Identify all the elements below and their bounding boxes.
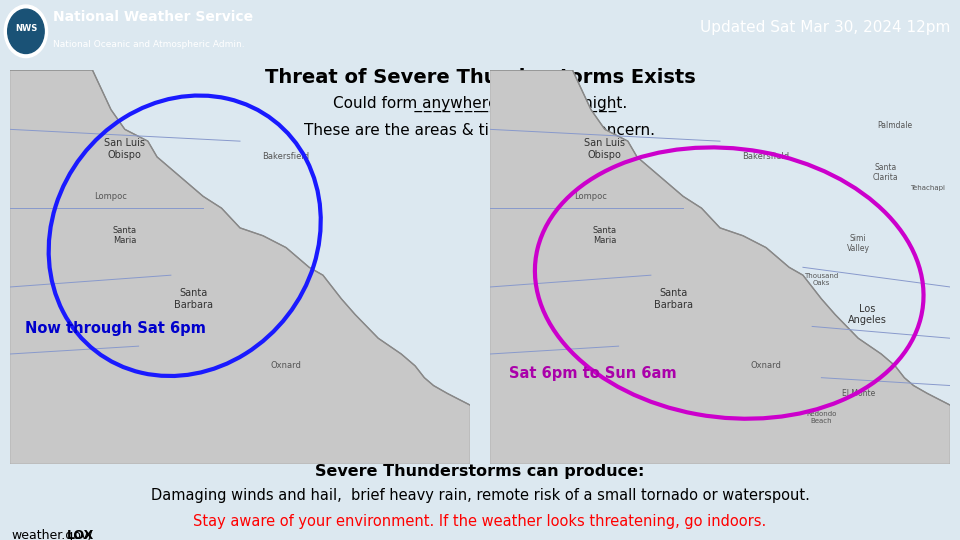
Text: Los
Angeles: Los Angeles: [848, 304, 887, 326]
Text: Oxnard: Oxnard: [271, 361, 301, 370]
Circle shape: [5, 5, 48, 58]
Text: National Oceanic and Atmospheric Admin.: National Oceanic and Atmospheric Admin.: [53, 40, 245, 49]
Text: Santa
Clarita: Santa Clarita: [873, 163, 899, 183]
Text: Santa
Barbara: Santa Barbara: [175, 288, 213, 309]
Text: Santa
Maria: Santa Maria: [592, 226, 617, 246]
Text: Could form ̲a̲n̲y̲w̲h̲e̲r̲e̲ ̲t̲h̲r̲o̲u̲g̲h̲ ̲t̲o̲n̲i̲g̲h̲t.: Could form ̲a̲n̲y̲w̲h̲e̲r̲e̲ ̲t̲h̲r̲o̲u̲…: [333, 96, 627, 112]
Polygon shape: [10, 70, 470, 464]
Text: Severe Thunderstorms can produce:: Severe Thunderstorms can produce:: [315, 464, 645, 478]
Text: Sat 6pm to Sun 6am: Sat 6pm to Sun 6am: [509, 367, 677, 381]
Text: NWS: NWS: [14, 24, 37, 33]
Text: San Luis
Obispo: San Luis Obispo: [105, 138, 145, 160]
Text: Lompoc: Lompoc: [94, 192, 128, 201]
Text: El Monte: El Monte: [842, 389, 875, 398]
Circle shape: [8, 9, 44, 53]
Text: LOX: LOX: [67, 529, 94, 540]
Text: Updated Sat Mar 30, 2024 12pm: Updated Sat Mar 30, 2024 12pm: [700, 21, 950, 36]
Text: weather.gov/: weather.gov/: [12, 529, 93, 540]
Text: Redondo
Beach: Redondo Beach: [806, 410, 836, 423]
Text: Stay aware of your environment. If the weather looks threatening, go indoors.: Stay aware of your environment. If the w…: [193, 514, 767, 529]
Text: Damaging winds and hail,  brief heavy rain, remote risk of a small tornado or wa: Damaging winds and hail, brief heavy rai…: [151, 488, 809, 503]
Text: Bakersfield: Bakersfield: [742, 152, 790, 161]
Text: Simi
Valley: Simi Valley: [847, 234, 870, 253]
Text: Now through Sat 6pm: Now through Sat 6pm: [25, 321, 205, 335]
Text: Threat of Severe Thunderstorms Exists: Threat of Severe Thunderstorms Exists: [265, 68, 695, 86]
Text: Tehachapi: Tehachapi: [910, 185, 945, 192]
Text: San Luis
Obispo: San Luis Obispo: [585, 138, 625, 160]
Text: Thousand
Oaks: Thousand Oaks: [804, 273, 838, 286]
Text: Lompoc: Lompoc: [574, 192, 608, 201]
Text: These are the areas & times of ̲m̲o̲s̲t concern.: These are the areas & times of ̲m̲o̲s̲t …: [304, 123, 656, 139]
Text: Palmdale: Palmdale: [877, 121, 913, 130]
Text: Santa
Maria: Santa Maria: [112, 226, 137, 246]
Text: Santa
Barbara: Santa Barbara: [655, 288, 693, 309]
Text: Oxnard: Oxnard: [751, 361, 781, 370]
Text: National Weather Service: National Weather Service: [53, 10, 252, 24]
Polygon shape: [490, 70, 950, 464]
Text: Bakersfield: Bakersfield: [262, 152, 310, 161]
